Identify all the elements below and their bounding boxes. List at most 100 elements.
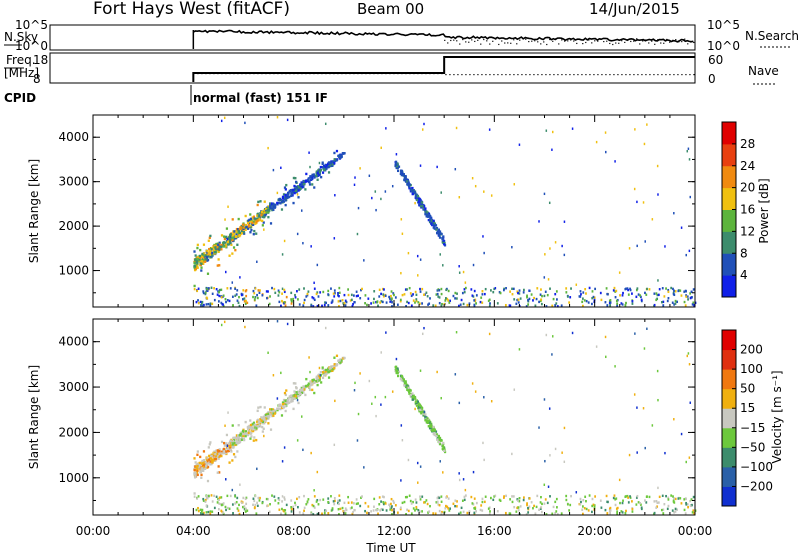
velocity-cell xyxy=(331,507,334,510)
velocity-cell xyxy=(222,502,225,505)
power-cell xyxy=(440,191,442,194)
velocity-cell xyxy=(281,401,285,404)
x-axis-label: Time UT xyxy=(365,541,416,554)
velocity-cell xyxy=(441,510,443,514)
power-cell xyxy=(296,290,298,293)
velocity-cell xyxy=(448,509,451,512)
velocity-cell xyxy=(414,407,416,411)
velocity-cell xyxy=(324,326,327,330)
power-cell xyxy=(252,215,256,218)
power-cell xyxy=(318,170,321,174)
power-cell xyxy=(407,301,410,305)
power-cell xyxy=(690,290,693,294)
power-cell xyxy=(204,254,207,257)
power-cell xyxy=(379,301,382,304)
nave-point xyxy=(281,73,283,75)
velocity-cell xyxy=(408,392,411,395)
nave-point xyxy=(197,73,199,75)
velocity-cell xyxy=(322,372,325,375)
velocity-cell xyxy=(247,433,250,437)
nsearch-point xyxy=(477,39,479,41)
power-cell xyxy=(655,292,658,295)
power-cell xyxy=(473,299,476,302)
power-cell xyxy=(217,246,221,249)
power-cell xyxy=(423,204,426,208)
velocity-cell xyxy=(685,460,687,464)
power-cell xyxy=(631,302,634,305)
power-cell xyxy=(263,200,266,203)
velocity-cell xyxy=(201,508,204,512)
power-cell xyxy=(373,297,375,301)
power-cell xyxy=(333,295,336,298)
nsearch-point xyxy=(576,42,578,45)
power-cell xyxy=(595,140,598,144)
power-cell xyxy=(292,297,295,301)
power-cell xyxy=(588,286,591,290)
colorbar-swatch xyxy=(722,466,736,487)
velocity-cell xyxy=(428,425,432,428)
nsearch-point xyxy=(456,40,458,42)
power-cell xyxy=(509,290,512,293)
power-cell xyxy=(214,247,217,251)
power-cell xyxy=(313,298,316,302)
nsearch-point xyxy=(606,40,608,42)
velocity-cell xyxy=(201,459,204,463)
velocity-cell xyxy=(438,440,441,444)
velocity-cell xyxy=(616,510,619,513)
velocity-cell xyxy=(251,426,255,430)
velocity-cell xyxy=(548,407,551,410)
velocity-cell xyxy=(324,368,327,372)
velocity-cell xyxy=(230,450,233,453)
power-cell xyxy=(235,235,238,238)
power-cell xyxy=(511,245,513,249)
power-cell xyxy=(342,152,345,155)
power-cell xyxy=(540,288,542,291)
velocity-cell xyxy=(422,410,425,413)
velocity-cell xyxy=(281,402,285,406)
velocity-cell xyxy=(640,506,643,509)
power-cell xyxy=(441,240,444,244)
power-cell xyxy=(247,225,250,228)
velocity-cell xyxy=(381,508,384,512)
power-cell xyxy=(533,296,535,300)
velocity-cell xyxy=(646,495,648,498)
velocity-cell xyxy=(205,511,208,514)
nsearch-point xyxy=(447,42,449,44)
power-cell xyxy=(411,192,414,196)
velocity-cell xyxy=(517,509,520,512)
power-cell xyxy=(225,300,227,304)
velocity-cell xyxy=(419,410,423,414)
power-cell xyxy=(290,291,293,295)
power-cell xyxy=(327,171,331,174)
power-cell xyxy=(229,241,232,245)
power-cell xyxy=(270,204,274,207)
nsearch-point xyxy=(579,38,581,41)
velocity-cell xyxy=(534,512,537,515)
power-cell xyxy=(280,166,282,170)
velocity-cell xyxy=(378,496,381,499)
power-cell xyxy=(536,287,539,290)
power-cell xyxy=(337,300,340,303)
velocity-cell xyxy=(222,447,226,451)
power-cell xyxy=(556,305,559,308)
power-cell xyxy=(196,266,199,269)
velocity-cell xyxy=(218,502,221,505)
power-cell xyxy=(225,270,227,274)
power-cell xyxy=(322,290,325,294)
velocity-cell xyxy=(296,398,299,402)
power-cell xyxy=(225,227,229,230)
velocity-cell xyxy=(376,508,378,512)
power-cell xyxy=(380,300,383,303)
velocity-cell xyxy=(571,331,574,335)
velocity-cell xyxy=(217,508,220,511)
power-cell xyxy=(556,298,558,301)
velocity-cell xyxy=(338,499,341,502)
power-cell xyxy=(327,304,330,307)
velocity-cell xyxy=(388,505,391,508)
velocity-cell xyxy=(295,391,298,394)
velocity-cell xyxy=(220,450,223,453)
velocity-cell xyxy=(210,494,213,497)
velocity-cell xyxy=(543,502,546,505)
power-cell xyxy=(599,291,602,295)
velocity-cell xyxy=(631,510,634,513)
